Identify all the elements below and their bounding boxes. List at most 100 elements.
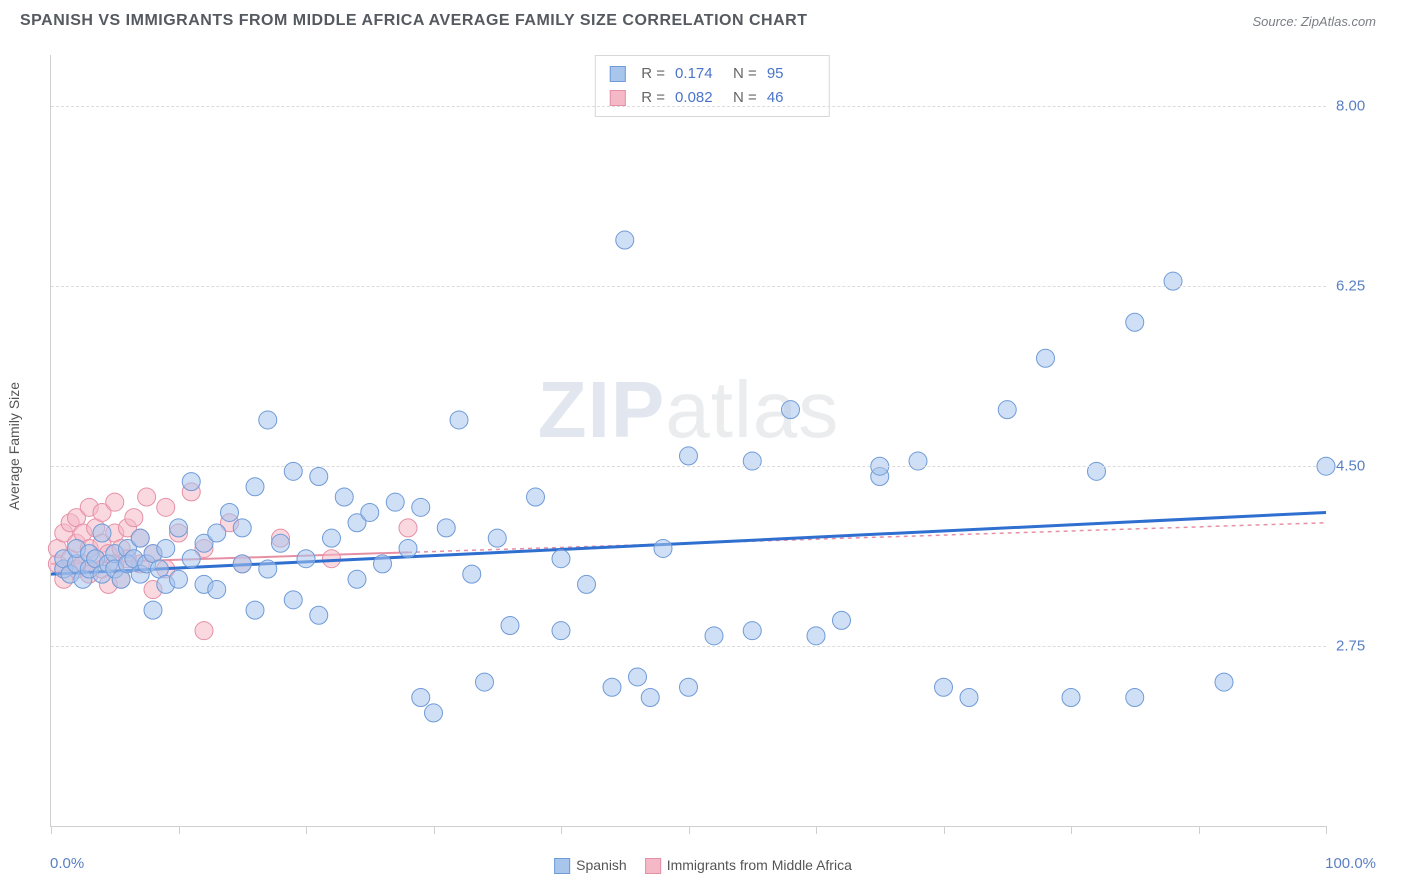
scatter-point bbox=[552, 622, 570, 640]
scatter-point bbox=[578, 575, 596, 593]
scatter-point bbox=[144, 601, 162, 619]
scatter-point bbox=[680, 447, 698, 465]
y-tick-label: 2.75 bbox=[1336, 638, 1386, 655]
y-tick-label: 6.25 bbox=[1336, 278, 1386, 295]
stat-r-value: 0.174 bbox=[675, 62, 723, 86]
scatter-point bbox=[833, 611, 851, 629]
x-tick bbox=[179, 826, 180, 834]
legend-item: Immigrants from Middle Africa bbox=[645, 857, 852, 874]
legend-label: Spanish bbox=[576, 857, 627, 873]
scatter-point bbox=[259, 411, 277, 429]
scatter-point bbox=[272, 534, 290, 552]
x-tick bbox=[51, 826, 52, 834]
x-tick bbox=[306, 826, 307, 834]
scatter-point bbox=[399, 519, 417, 537]
stat-n-label: N = bbox=[733, 62, 757, 86]
legend-label: Immigrants from Middle Africa bbox=[667, 857, 852, 873]
scatter-point bbox=[310, 606, 328, 624]
correlation-stats-box: R =0.174N =95R =0.082N =46 bbox=[594, 55, 830, 117]
scatter-point bbox=[705, 627, 723, 645]
scatter-point bbox=[935, 678, 953, 696]
scatter-point bbox=[1037, 349, 1055, 367]
scatter-point bbox=[1126, 313, 1144, 331]
scatter-point bbox=[616, 231, 634, 249]
stat-r-label: R = bbox=[641, 62, 665, 86]
scatter-point bbox=[297, 550, 315, 568]
scatter-point bbox=[182, 550, 200, 568]
scatter-point bbox=[782, 401, 800, 419]
x-axis-min-label: 0.0% bbox=[50, 855, 84, 872]
chart-plot-area: ZIPatlas R =0.174N =95R =0.082N =46 2.75… bbox=[50, 55, 1326, 827]
scatter-point bbox=[629, 668, 647, 686]
gridline bbox=[51, 286, 1326, 287]
legend-item: Spanish bbox=[554, 857, 627, 874]
scatter-point bbox=[246, 478, 264, 496]
chart-title: SPANISH VS IMMIGRANTS FROM MIDDLE AFRICA… bbox=[20, 12, 807, 30]
series-swatch bbox=[609, 66, 625, 82]
scatter-point bbox=[680, 678, 698, 696]
scatter-point bbox=[284, 462, 302, 480]
scatter-point bbox=[1215, 673, 1233, 691]
y-axis-label: Average Family Size bbox=[6, 382, 22, 510]
scatter-point bbox=[463, 565, 481, 583]
scatter-point bbox=[323, 529, 341, 547]
scatter-point bbox=[743, 622, 761, 640]
scatter-point bbox=[412, 498, 430, 516]
scatter-point bbox=[208, 581, 226, 599]
scatter-point bbox=[488, 529, 506, 547]
scatter-point bbox=[437, 519, 455, 537]
x-axis-max-label: 100.0% bbox=[1325, 855, 1376, 872]
scatter-point bbox=[476, 673, 494, 691]
gridline bbox=[51, 106, 1326, 107]
scatter-point bbox=[1062, 689, 1080, 707]
scatter-point bbox=[233, 519, 251, 537]
regression-line-dashed bbox=[408, 523, 1326, 553]
x-tick bbox=[434, 826, 435, 834]
scatter-point bbox=[909, 452, 927, 470]
legend-swatch bbox=[554, 858, 570, 874]
scatter-point bbox=[1164, 272, 1182, 290]
scatter-point bbox=[807, 627, 825, 645]
scatter-point bbox=[527, 488, 545, 506]
scatter-point bbox=[157, 539, 175, 557]
x-tick bbox=[816, 826, 817, 834]
x-tick bbox=[1199, 826, 1200, 834]
series-swatch bbox=[609, 90, 625, 106]
scatter-point bbox=[654, 539, 672, 557]
legend-swatch bbox=[645, 858, 661, 874]
scatter-point bbox=[361, 503, 379, 521]
x-tick bbox=[689, 826, 690, 834]
scatter-point bbox=[348, 570, 366, 588]
scatter-point bbox=[170, 570, 188, 588]
scatter-point bbox=[552, 550, 570, 568]
scatter-point bbox=[170, 519, 188, 537]
x-tick bbox=[1326, 826, 1327, 834]
scatter-point bbox=[374, 555, 392, 573]
legend-bottom: Spanish Immigrants from Middle Africa bbox=[554, 857, 852, 874]
y-tick-label: 4.50 bbox=[1336, 458, 1386, 475]
scatter-point bbox=[246, 601, 264, 619]
scatter-point bbox=[425, 704, 443, 722]
scatter-point bbox=[335, 488, 353, 506]
scatter-point bbox=[641, 689, 659, 707]
scatter-point bbox=[195, 622, 213, 640]
scatter-point bbox=[310, 467, 328, 485]
x-tick bbox=[1071, 826, 1072, 834]
scatter-point bbox=[323, 550, 341, 568]
scatter-point bbox=[138, 488, 156, 506]
x-tick bbox=[944, 826, 945, 834]
scatter-point bbox=[450, 411, 468, 429]
scatter-point bbox=[399, 539, 417, 557]
scatter-point bbox=[221, 503, 239, 521]
scatter-point bbox=[960, 689, 978, 707]
x-tick bbox=[561, 826, 562, 834]
scatter-point bbox=[603, 678, 621, 696]
scatter-point bbox=[233, 555, 251, 573]
scatter-point bbox=[93, 524, 111, 542]
chart-source: Source: ZipAtlas.com bbox=[1252, 14, 1376, 29]
scatter-svg bbox=[51, 55, 1326, 826]
scatter-point bbox=[157, 498, 175, 516]
scatter-point bbox=[1126, 689, 1144, 707]
scatter-point bbox=[182, 473, 200, 491]
scatter-point bbox=[208, 524, 226, 542]
